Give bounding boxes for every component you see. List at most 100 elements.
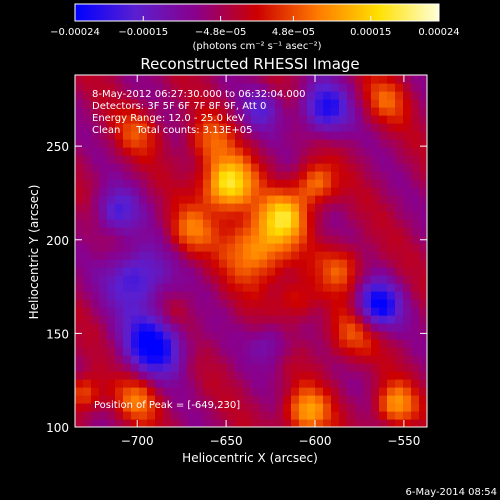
heatmap-cell <box>155 147 164 156</box>
heatmap-cell <box>395 195 404 204</box>
heatmap-cell <box>187 251 196 260</box>
heatmap-cell <box>395 91 404 100</box>
heatmap-cell <box>251 227 260 236</box>
heatmap-cell <box>355 139 364 148</box>
heatmap-cell <box>115 155 124 164</box>
heatmap-cell <box>91 403 100 412</box>
heatmap-cell <box>331 387 340 396</box>
heatmap-cell <box>275 107 284 116</box>
heatmap-cell <box>371 331 380 340</box>
heatmap-cell <box>251 243 260 252</box>
heatmap-cell <box>387 411 396 420</box>
heatmap-cell <box>227 403 236 412</box>
heatmap-cell <box>107 339 116 348</box>
heatmap-cell <box>339 243 348 252</box>
heatmap-cell <box>243 235 252 244</box>
heatmap-cell <box>227 363 236 372</box>
heatmap-cell <box>411 411 420 420</box>
heatmap-cell <box>203 227 212 236</box>
heatmap-cell <box>155 347 164 356</box>
heatmap-cell <box>379 147 388 156</box>
heatmap-cell <box>347 219 356 228</box>
heatmap-cell <box>203 355 212 364</box>
heatmap-cell <box>291 275 300 284</box>
heatmap-cell <box>75 219 84 228</box>
heatmap-cell <box>91 307 100 316</box>
heatmap-cell <box>339 331 348 340</box>
heatmap-cell <box>75 179 84 188</box>
heatmap-cell <box>227 115 236 124</box>
heatmap-cell <box>387 179 396 188</box>
heatmap-cell <box>107 131 116 140</box>
heatmap-cell <box>387 283 396 292</box>
heatmap-cell <box>99 131 108 140</box>
heatmap-cell <box>211 179 220 188</box>
heatmap-cell <box>387 363 396 372</box>
heatmap-cell <box>211 323 220 332</box>
heatmap-cell <box>243 259 252 268</box>
heatmap-cell <box>307 331 316 340</box>
heatmap-cell <box>283 155 292 164</box>
y-tick-label: 250 <box>46 140 69 154</box>
heatmap-cell <box>227 387 236 396</box>
heatmap-cell <box>171 275 180 284</box>
heatmap-cell <box>307 251 316 260</box>
heatmap-cell <box>179 267 188 276</box>
heatmap-cell <box>259 299 268 308</box>
heatmap-cell <box>75 315 84 324</box>
heatmap-cell <box>419 307 427 316</box>
heatmap-cell <box>419 371 427 380</box>
heatmap-cell <box>203 403 212 412</box>
heatmap-cell <box>243 379 252 388</box>
heatmap-cell <box>379 83 388 92</box>
heatmap-cell <box>395 227 404 236</box>
heatmap-cell <box>107 211 116 220</box>
heatmap-cell <box>187 203 196 212</box>
heatmap-cell <box>219 203 228 212</box>
heatmap-cell <box>139 315 148 324</box>
heatmap-cell <box>291 395 300 404</box>
heatmap-cell <box>99 211 108 220</box>
heatmap-cell <box>283 419 292 427</box>
heatmap-cell <box>123 155 132 164</box>
colorbar-tick-label: 0.00024 <box>418 27 459 38</box>
heatmap-cell <box>347 75 356 84</box>
heatmap-cell <box>243 395 252 404</box>
heatmap-cell <box>419 195 427 204</box>
heatmap-cell <box>323 371 332 380</box>
heatmap-cell <box>379 171 388 180</box>
heatmap-cell <box>387 91 396 100</box>
heatmap-cell <box>291 195 300 204</box>
heatmap-cell <box>91 235 100 244</box>
heatmap-cell <box>395 243 404 252</box>
heatmap-cell <box>307 347 316 356</box>
heatmap-cell <box>171 259 180 268</box>
heatmap-cell <box>131 171 140 180</box>
heatmap-cell <box>331 275 340 284</box>
heatmap-cell <box>307 291 316 300</box>
heatmap-cell <box>411 83 420 92</box>
heatmap-cell <box>83 147 92 156</box>
heatmap-cell <box>363 139 372 148</box>
heatmap-cell <box>211 91 220 100</box>
heatmap-cell <box>187 187 196 196</box>
heatmap-cell <box>259 123 268 132</box>
heatmap-cell <box>267 179 276 188</box>
heatmap-cell <box>315 251 324 260</box>
heatmap-cell <box>115 267 124 276</box>
heatmap-cell <box>347 115 356 124</box>
heatmap-cell <box>235 115 244 124</box>
heatmap-cell <box>355 99 364 108</box>
heatmap-cell <box>171 83 180 92</box>
heatmap-cell <box>403 91 412 100</box>
heatmap-cell <box>291 387 300 396</box>
heatmap-cell <box>243 299 252 308</box>
heatmap-cell <box>235 123 244 132</box>
heatmap-cell <box>411 139 420 148</box>
heatmap-cell <box>83 291 92 300</box>
heatmap-cell <box>291 283 300 292</box>
y-axis-label: Heliocentric Y (arcsec) <box>27 185 41 320</box>
heatmap-cell <box>259 411 268 420</box>
heatmap-cell <box>147 163 156 172</box>
heatmap-cell <box>91 379 100 388</box>
